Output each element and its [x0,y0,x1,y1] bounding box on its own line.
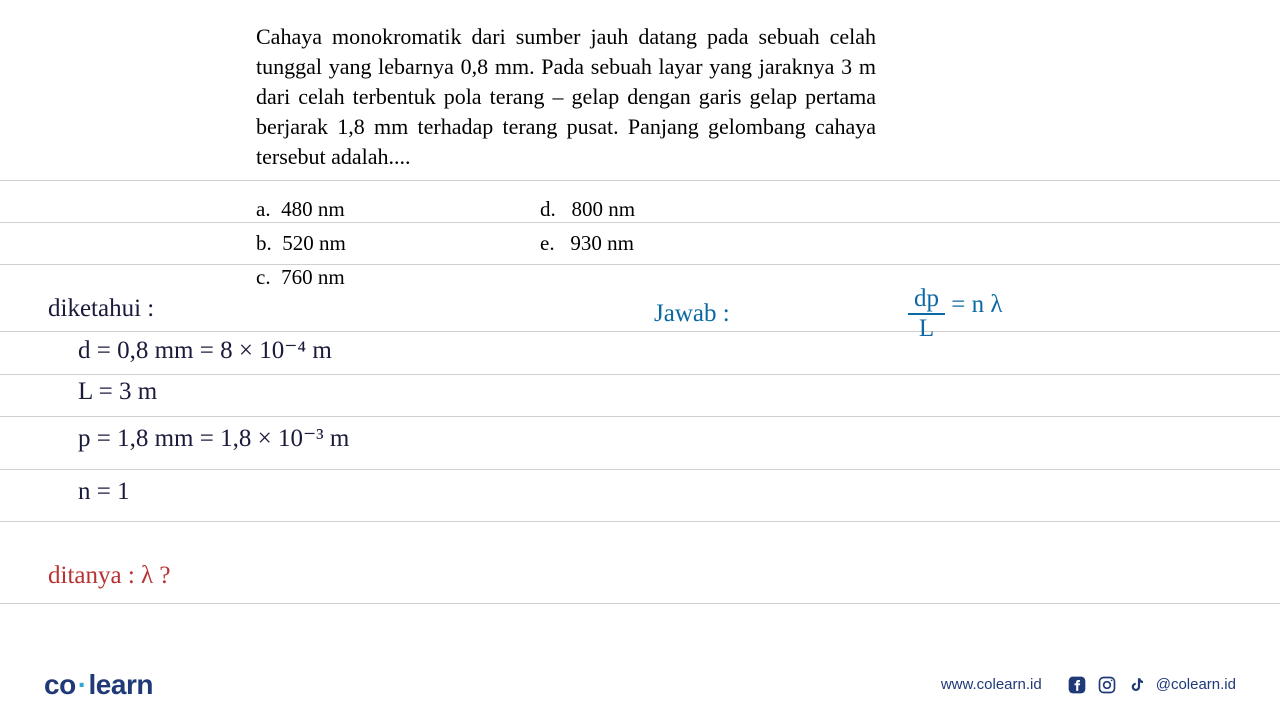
work-n-line: n = 1 [78,478,130,506]
footer-socials: @colearn.id [1066,674,1236,696]
option-c-value: 760 nm [281,265,345,289]
logo-learn: learn [89,669,153,700]
option-d-value: 800 nm [572,197,636,221]
formula-numerator: dp [908,285,945,315]
logo-dot: · [76,669,89,700]
option-b: b. 520 nm [256,226,346,260]
ditanya-line: ditanya : λ ? [48,562,171,590]
work-d-line: d = 0,8 mm = 8 × 10⁻⁴ m [78,335,332,365]
formula-rhs: = n λ [951,291,1002,318]
logo-co: co [44,669,76,700]
work-p-line: p = 1,8 mm = 1,8 × 10⁻³ m [78,423,349,453]
formula-denominator: L [908,315,945,343]
facebook-icon [1066,674,1088,696]
footer-handle: @colearn.id [1156,676,1236,693]
footer: co·learn www.colearn.id @colearn.id [0,648,1280,720]
option-a: a. 480 nm [256,192,346,226]
formula-fraction: dp L [908,285,945,343]
option-a-value: 480 nm [281,197,345,221]
formula: dp L = n λ [908,285,1002,343]
footer-right: www.colearn.id @colearn.id [941,674,1236,696]
work-l-line: L = 3 m [78,378,157,406]
option-e-value: 930 nm [570,231,634,255]
jawab-label: Jawab : [654,300,730,328]
option-c: c. 760 nm [256,260,346,294]
problem-statement: Cahaya monokromatik dari sumber jauh dat… [256,22,876,172]
option-e: e. 930 nm [540,226,635,260]
footer-url: www.colearn.id [941,676,1042,693]
instagram-icon [1096,674,1118,696]
diketahui-label: diketahui : [48,295,154,323]
option-d: d. 800 nm [540,192,635,226]
tiktok-icon [1126,674,1148,696]
option-b-value: 520 nm [282,231,346,255]
brand-logo: co·learn [44,669,153,701]
